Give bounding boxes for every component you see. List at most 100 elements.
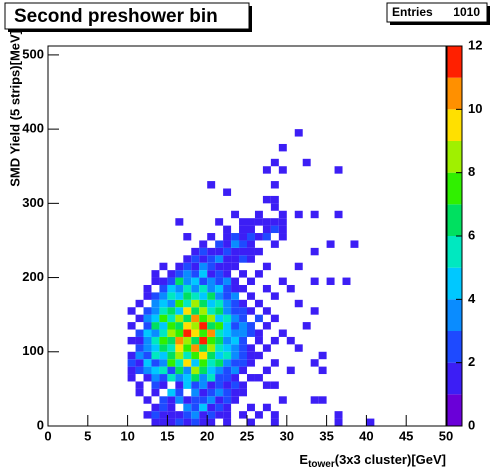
heatmap-cell [167,418,176,426]
x-tick-label: 10 [120,428,134,443]
heatmap-cell [254,218,263,226]
heatmap-cell [366,418,375,426]
heatmap-cell [207,403,216,412]
heatmap-cell [167,314,176,323]
heatmap-cell [294,129,303,137]
heatmap-cell [183,336,192,345]
heatmap-cell [247,307,255,315]
heatmap-cell [175,351,184,360]
heatmap-cell [151,292,160,300]
heatmap-cell [191,351,200,360]
heatmap-cell [199,381,208,389]
heatmap-cell [199,336,208,345]
x-tick-label: 45 [399,428,413,443]
x-tick-label: 15 [160,428,174,443]
colorbar-swatch [447,46,462,78]
heatmap-cell [183,403,192,412]
heatmap-cell [231,255,240,263]
heatmap-cell [167,292,176,300]
heatmap-cell [223,374,232,382]
heatmap-cell [183,344,192,352]
heatmap-cell [350,240,359,248]
heatmap-cell [135,336,144,345]
heatmap-cell [334,418,343,426]
heatmap-cell [247,403,255,412]
heatmap-cell [294,210,303,219]
heatmap-cell [223,411,232,419]
heatmap-cell [191,411,200,419]
heatmap-cell [159,329,168,337]
heatmap-cell [127,374,136,382]
heatmap-cell [199,344,208,352]
heatmap-cell [223,233,232,241]
heatmap-cell [175,314,184,323]
heatmap-cell [175,418,184,426]
heatmap-cell [183,322,192,330]
heatmap-cell [151,374,160,382]
heatmap-cell [143,329,152,337]
y-tick-label: 0 [37,417,44,432]
heatmap-cell [223,314,232,323]
heatmap-cell [231,210,240,219]
heatmap-cell [167,403,176,412]
heatmap-cell [143,374,152,382]
heatmap-cell [199,255,208,263]
heatmap-cell [207,366,216,375]
stats-box [386,2,488,23]
x-tick-label: 40 [359,428,373,443]
heatmap-cell [159,396,168,404]
heatmap-cell [270,181,279,189]
heatmap-cell [239,284,247,293]
colorbar-swatch [447,141,462,173]
heatmap-cell [223,344,232,352]
heatmap-cell [135,329,144,337]
heatmap-cell [191,247,200,256]
heatmap-cell [270,240,279,248]
heatmap-cell [183,411,192,419]
heatmap-cell [207,299,216,308]
heatmap-cell [151,314,160,323]
x-tick-label: 30 [280,428,294,443]
heatmap-cell [223,277,232,285]
heatmap-cell [199,284,208,293]
colorbar-swatch [447,362,462,395]
heatmap-cell [334,166,343,174]
heatmap-cell [247,351,255,360]
heatmap-cell [215,277,224,285]
heatmap-cell [254,233,263,241]
heatmap-cell [247,247,255,256]
heatmap-cell [207,374,216,382]
heatmap-cell [183,418,192,426]
x-tick-label: 50 [439,428,453,443]
colorbar-swatch [447,109,462,141]
heatmap-cell [143,284,152,293]
heatmap-cell [167,359,176,367]
heatmap-cell [278,218,287,226]
heatmap-cell [294,262,303,271]
heatmap-cell [223,403,232,412]
heatmap-cell [231,359,240,367]
heatmap-cell [223,359,232,367]
heatmap-cell [167,396,176,404]
heatmap-cell [159,292,168,300]
heatmap-cell [191,388,200,397]
heatmap-cell [231,336,240,345]
heatmap-cell [262,218,271,226]
heatmap-cell [175,307,184,315]
heatmap-cell [167,366,176,375]
heatmap-cell [239,366,247,375]
heatmap-cell [262,381,271,389]
heatmap-cell [143,336,152,345]
heatmap-cell [127,351,136,360]
y-tick-label: 300 [22,195,44,210]
heatmap-cell [231,240,240,248]
heatmap-cell [342,277,351,285]
heatmap-cell [215,329,224,337]
heatmap-cell [191,381,200,389]
heatmap-cell [167,351,176,360]
heatmap-cell [143,344,152,352]
heatmap-cell [167,336,176,345]
heatmap-cell [207,336,216,345]
heatmap-cell [294,344,303,352]
heatmap-cell [135,344,144,352]
